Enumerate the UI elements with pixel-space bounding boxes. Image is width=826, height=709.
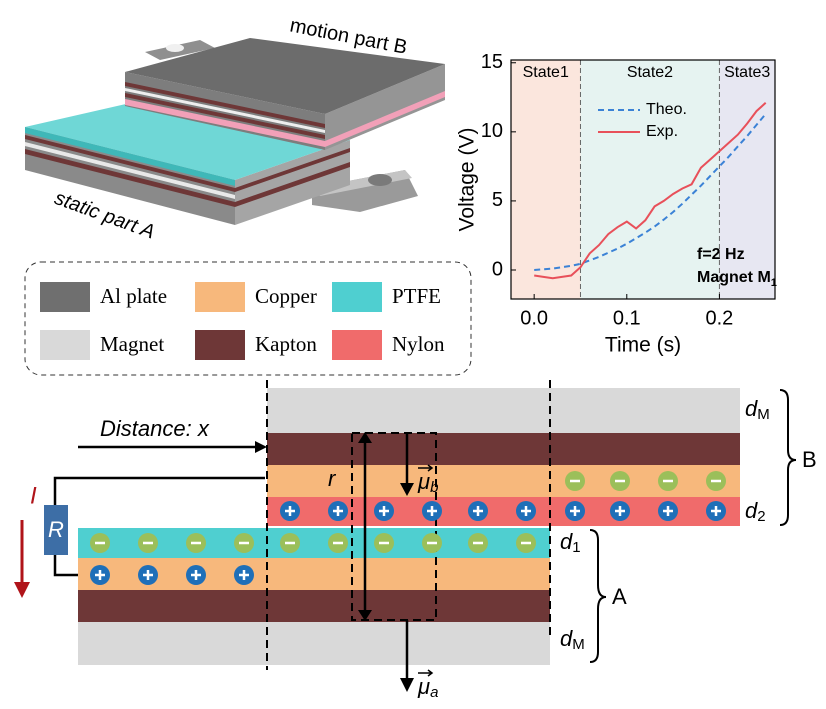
legend-label: Nylon: [392, 332, 445, 356]
legend-swatch: [195, 330, 245, 360]
legend-swatch: [332, 330, 382, 360]
moment-a-label: μa: [417, 674, 438, 701]
subscript: M: [757, 406, 770, 423]
subscript: a: [430, 684, 438, 701]
annotation: f=2 Hz: [697, 246, 745, 263]
symbol: d: [560, 529, 573, 554]
legend-swatch: [40, 282, 90, 312]
charges: [90, 471, 726, 585]
legend-label: Exp.: [646, 123, 678, 140]
subscript: 2: [757, 508, 765, 525]
state-region: [580, 60, 720, 299]
legend-swatch: [40, 330, 90, 360]
legend-swatch: [332, 282, 382, 312]
symbol: μ: [417, 469, 430, 494]
state-label: State3: [724, 64, 770, 81]
voltage-chart: State1 State2 State3 0 5 10 15 0.0 0.1 0.2 Time (s…: [456, 51, 777, 357]
thickness-label: d2: [745, 498, 766, 525]
legend-box: [24, 261, 472, 376]
resistor-label: R: [48, 517, 64, 542]
legend-label: Copper: [255, 284, 317, 308]
state-region: [511, 60, 581, 299]
legend-label: Theo.: [646, 101, 687, 118]
schematic: Distance: x r R I μb μa dM d2 d1 dM B A: [14, 380, 817, 701]
x-tick-label: 0.0: [520, 307, 548, 329]
x-tick-label: 0.2: [706, 307, 734, 329]
part-label: A: [612, 584, 627, 609]
radius-label: r: [328, 466, 337, 491]
data-line: [534, 102, 767, 280]
y-tick-label: 15: [481, 51, 503, 73]
thickness-label: dM: [560, 626, 585, 653]
state-label: State2: [627, 64, 673, 81]
part-label: B: [802, 447, 817, 472]
y-tick-label: 5: [492, 189, 503, 211]
legend-label: Al plate: [100, 284, 167, 308]
y-tick-label: 0: [492, 258, 503, 280]
symbol: d: [745, 396, 758, 421]
symbol: d: [745, 498, 758, 523]
state-region: [719, 60, 775, 299]
device-render: motion part B static part A: [25, 14, 445, 244]
legend-label: Magnet: [100, 332, 164, 356]
current-label: I: [30, 482, 37, 509]
state-label: State1: [523, 64, 569, 81]
annotation-text: Magnet M: [697, 269, 771, 286]
distance-label: Distance: x: [100, 416, 210, 441]
x-tick-label: 0.1: [613, 307, 641, 329]
y-tick-label: 10: [481, 120, 503, 142]
material-legend: Al plate Copper PTFE Magnet Kapton Nylon: [40, 282, 445, 360]
legend-label: PTFE: [392, 284, 441, 308]
legend-swatch: [195, 282, 245, 312]
annotation: Magnet M1: [697, 269, 777, 289]
legend-label: Kapton: [255, 332, 317, 356]
thickness-label: dM: [745, 396, 770, 423]
data-line: [534, 113, 767, 271]
symbol: d: [560, 626, 573, 651]
annotation-subscript: 1: [771, 277, 777, 289]
plot-frame: [510, 59, 776, 300]
moment-b-label: μb: [417, 469, 438, 496]
subscript: M: [572, 636, 585, 653]
subscript: 1: [572, 539, 580, 556]
x-axis-label: Time (s): [605, 334, 681, 357]
thickness-label: d1: [560, 529, 581, 556]
y-axis-label: Voltage (V): [456, 128, 479, 232]
symbol: μ: [417, 674, 430, 699]
subscript: b: [430, 479, 438, 496]
